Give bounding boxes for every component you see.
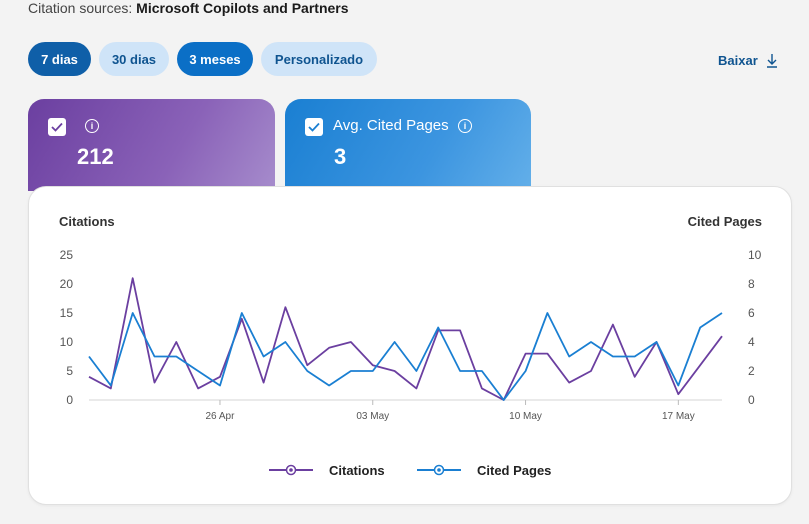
y-right-tick-label: 10 <box>748 248 762 262</box>
range-custom-button[interactable]: Personalizado <box>261 42 377 76</box>
y-left-tick-label: 5 <box>66 364 73 378</box>
citations-card-value: 212 <box>77 144 114 169</box>
legend-label: Cited Pages <box>477 463 551 478</box>
y-right-tick-label: 8 <box>748 277 755 291</box>
checkmark-icon <box>308 122 320 132</box>
y-right-tick-label: 4 <box>748 335 755 349</box>
y-right-tick-label: 0 <box>748 393 755 407</box>
y-right-tick-label: 6 <box>748 306 755 320</box>
y-left-tick-label: 25 <box>60 248 74 262</box>
citations-checkbox[interactable] <box>48 118 66 136</box>
y-right-tick-label: 2 <box>748 364 755 378</box>
citations-card[interactable]: i 212 <box>28 99 275 191</box>
range-7-days-label: 7 dias <box>41 51 78 67</box>
range-7-days-button[interactable]: 7 dias <box>28 42 91 76</box>
legend-marker-dot <box>437 468 441 472</box>
y-left-tick-label: 0 <box>66 393 73 407</box>
y-left-tick-label: 15 <box>60 306 74 320</box>
line-chart: Citations Cited Pages 0 5 10 15 20 25 0 2 4 6 8 10 26 … <box>59 214 762 478</box>
y-left-tick-label: 20 <box>60 277 74 291</box>
series-line-citations <box>88 277 723 401</box>
download-icon <box>766 54 777 68</box>
y-left-tick-label: 10 <box>60 335 74 349</box>
legend-marker-dot <box>289 468 293 472</box>
x-tick-label: 10 May <box>509 411 542 422</box>
range-3-months-button[interactable]: 3 meses <box>177 42 253 76</box>
chart-panel: Citations Cited Pages 0 5 10 15 20 25 0 2 4 6 8 10 26 … <box>28 186 792 505</box>
sources-value: Microsoft Copilots and Partners <box>136 0 349 16</box>
x-tick-label: 26 Apr <box>206 411 236 422</box>
y-right-axis-title: Cited Pages <box>688 214 762 229</box>
sources-label: Citation sources: <box>28 0 133 16</box>
cited-pages-card-value: 3 <box>334 144 347 169</box>
info-icon[interactable]: i <box>458 119 472 133</box>
y-left-axis-title: Citations <box>59 214 115 229</box>
range-30-days-button[interactable]: 30 dias <box>99 42 169 76</box>
range-3-months-label: 3 meses <box>189 51 241 67</box>
citation-sources-line: Citation sources: Microsoft Copilots and… <box>28 0 349 16</box>
checkmark-icon <box>51 122 63 132</box>
download-button[interactable]: Baixar <box>718 53 778 68</box>
legend-label: Citations <box>329 463 385 478</box>
series-line-cited-pages <box>88 312 723 401</box>
x-tick-label: 17 May <box>662 411 695 422</box>
cited-pages-card-title: Avg. Cited Pages <box>333 117 449 134</box>
download-label: Baixar <box>718 53 758 68</box>
cited-pages-card[interactable]: Avg. Cited Pages i 3 <box>285 99 531 191</box>
range-30-days-label: 30 dias <box>111 51 157 67</box>
range-custom-label: Personalizado <box>274 51 364 67</box>
cited-pages-checkbox[interactable] <box>305 118 323 136</box>
x-tick-label: 03 May <box>356 411 389 422</box>
info-icon[interactable]: i <box>85 119 99 133</box>
